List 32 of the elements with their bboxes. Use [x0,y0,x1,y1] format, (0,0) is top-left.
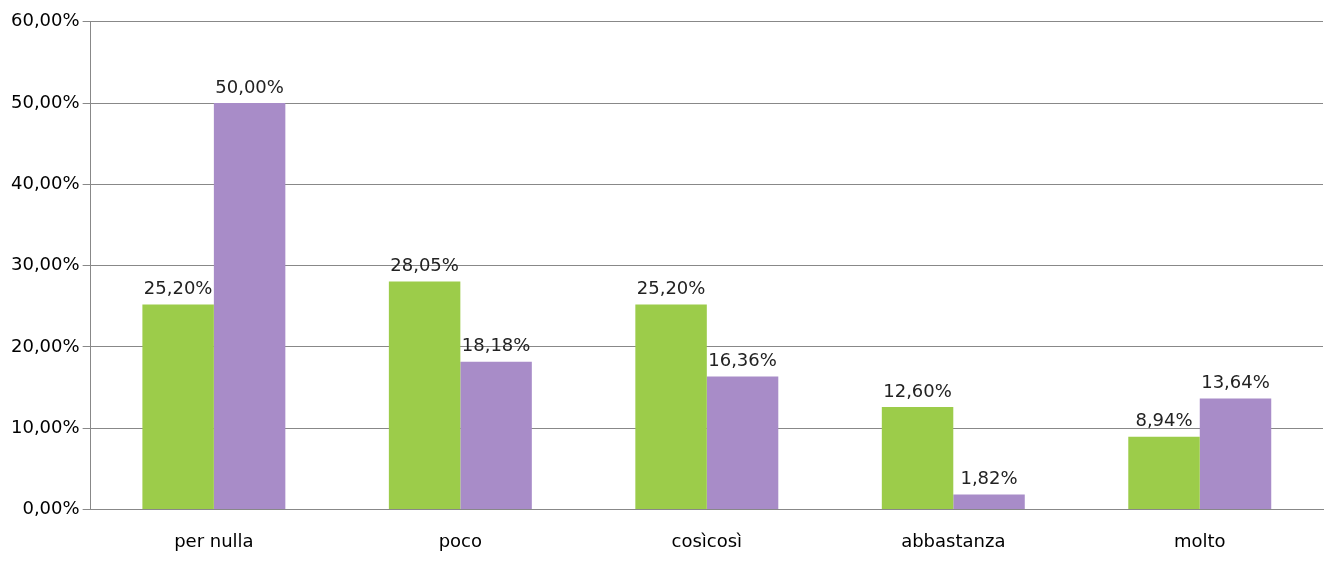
data-label: 25,20% [636,277,706,299]
bar [142,304,214,509]
y-tick-label: 40,00% [10,172,80,194]
data-label: 16,36% [708,349,777,371]
x-tick-label: abbastanza [901,529,1006,551]
bar [460,361,532,509]
bar [635,304,707,509]
data-label: 1,82% [960,467,1018,489]
bar [953,494,1025,509]
data-label: 25,20% [143,277,213,299]
y-tick-label: 30,00% [10,253,80,275]
bar [213,103,286,509]
x-tick-label: per nulla [174,529,254,551]
data-label: 13,64% [1201,371,1270,393]
x-tick-label: poco [438,529,483,551]
data-label: 12,60% [883,379,952,401]
data-label: 18,18% [461,334,531,356]
y-tick-label: 0,00% [22,497,80,519]
y-tick-label: 50,00% [10,90,80,112]
y-tick-label: 20,00% [10,334,80,356]
y-tick-label: 60,00% [10,9,80,31]
bar [1128,436,1200,509]
data-label: 50,00% [215,75,284,97]
bar [706,376,779,509]
x-tick-label: molto [1173,529,1226,551]
bar [881,407,954,509]
x-tick-label: cosìcosì [671,529,743,551]
bar [388,281,461,509]
y-tick-label: 10,00% [10,415,80,437]
data-label: 28,05% [390,254,459,276]
data-label: 8,94% [1135,409,1193,431]
bar [1199,398,1272,509]
